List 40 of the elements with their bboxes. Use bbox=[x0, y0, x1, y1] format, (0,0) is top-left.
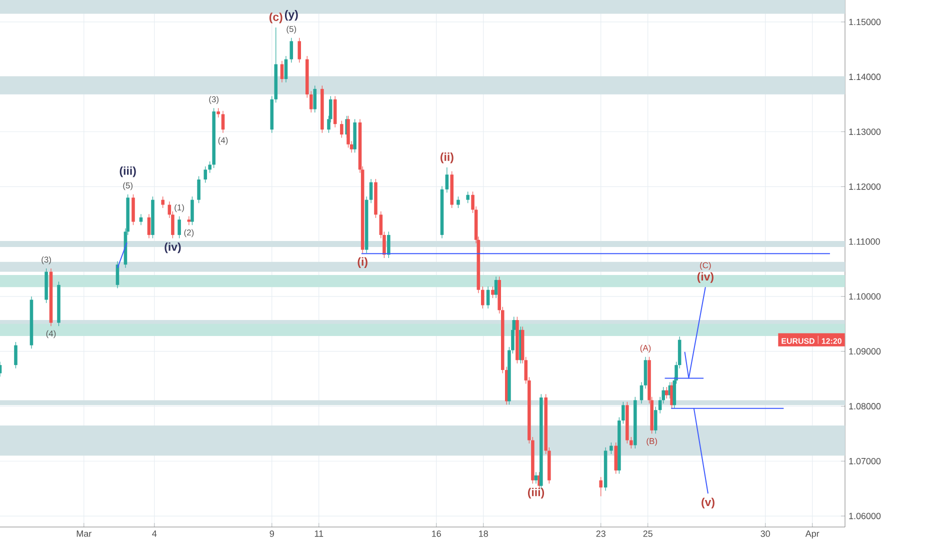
annotation: (A) bbox=[640, 344, 651, 353]
y-tick-label: 1.14000 bbox=[849, 74, 881, 80]
x-tick-label: Apr bbox=[805, 530, 820, 539]
annotation: (4) bbox=[46, 330, 56, 338]
annotation: (iv) bbox=[164, 242, 181, 254]
x-tick-label: 4 bbox=[152, 530, 157, 537]
x-tick-label: 16 bbox=[432, 530, 441, 537]
annotation: (y) bbox=[284, 10, 298, 21]
annotation: (iii) bbox=[528, 488, 544, 499]
x-tick-label: 25 bbox=[643, 530, 652, 537]
annotation: (ii) bbox=[440, 152, 454, 164]
annotation: (3) bbox=[209, 96, 218, 104]
annotation: (2) bbox=[184, 229, 194, 238]
x-tick-label: 23 bbox=[596, 530, 606, 537]
x-tick-label: 30 bbox=[760, 530, 770, 537]
annotation: (5) bbox=[286, 26, 296, 34]
annotation: (3) bbox=[42, 256, 51, 264]
y-tick-label: 1.15000 bbox=[849, 18, 881, 26]
y-tick-label: 1.12000 bbox=[849, 183, 881, 190]
y-tick-label: 1.08000 bbox=[849, 403, 881, 410]
annotation: (B) bbox=[646, 438, 657, 446]
annotation: (iii) bbox=[120, 166, 136, 178]
annotation: (5) bbox=[123, 182, 132, 190]
x-tick-label: Mar bbox=[76, 530, 92, 537]
annotation: (c) bbox=[269, 12, 282, 24]
y-tick-label: 1.11000 bbox=[849, 238, 880, 245]
y-tick-label: 1.10000 bbox=[849, 293, 881, 300]
y-tick-label: 1.06000 bbox=[849, 512, 881, 520]
x-tick-label: 9 bbox=[270, 530, 274, 537]
y-tick-label: 1.09000 bbox=[849, 348, 881, 355]
y-tick-label: 1.07000 bbox=[849, 458, 881, 464]
annotation: (v) bbox=[702, 498, 714, 508]
annotation: (C) bbox=[700, 262, 711, 270]
x-tick-label: 18 bbox=[479, 530, 488, 537]
x-tick-label: 11 bbox=[314, 530, 324, 537]
annotation: (iv) bbox=[697, 272, 714, 283]
annotation: (1) bbox=[174, 204, 184, 212]
annotation: (4) bbox=[218, 137, 228, 145]
annotation: (i) bbox=[358, 257, 368, 268]
y-tick-label: 1.13000 bbox=[849, 128, 881, 135]
